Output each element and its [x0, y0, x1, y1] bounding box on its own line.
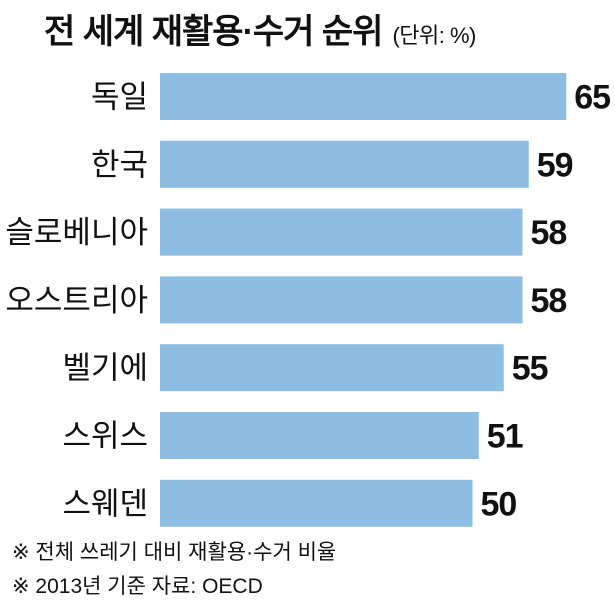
category-label-1: 독일 — [91, 80, 148, 115]
category-label-6: 스위스 — [62, 419, 148, 454]
footnote-source: ※ 2013년 기준 자료: OECD — [12, 575, 263, 598]
category-label-4: 오스트리아 — [5, 283, 148, 318]
value-label-3: 58 — [531, 214, 567, 252]
bar-2 — [160, 140, 529, 188]
category-label-7: 스웨덴 — [62, 486, 148, 521]
category-label-3: 슬로베니아 — [5, 215, 148, 250]
bar-7 — [160, 479, 473, 527]
chart-title-row: 전 세계 재활용·수거 순위 (단위: %) — [44, 4, 476, 51]
value-label-1: 65 — [574, 79, 610, 117]
category-label-2: 한국 — [91, 147, 148, 182]
footnote-ratio: ※ 전체 쓰레기 대비 재활용·수거 비율 — [12, 541, 337, 564]
bar-3 — [160, 208, 523, 256]
unit-label: (단위: %) — [392, 23, 476, 48]
value-label-6: 51 — [487, 418, 523, 456]
bar-1 — [160, 73, 567, 120]
bar-5 — [160, 344, 504, 392]
bar-6 — [160, 412, 479, 459]
bar-chart: 독일 65 한국 59 슬로베니아 58 오스트리아 58 벨기에 55 스위스 51 스웨덴 50 — [5, 73, 611, 527]
value-label-2: 59 — [537, 146, 573, 184]
category-label-5: 벨기에 — [62, 351, 148, 386]
value-label-7: 50 — [481, 485, 517, 523]
value-label-4: 58 — [531, 282, 567, 320]
bar-4 — [160, 276, 523, 324]
chart-title: 전 세계 재활용·수거 순위 — [44, 13, 383, 51]
value-label-5: 55 — [512, 350, 548, 388]
